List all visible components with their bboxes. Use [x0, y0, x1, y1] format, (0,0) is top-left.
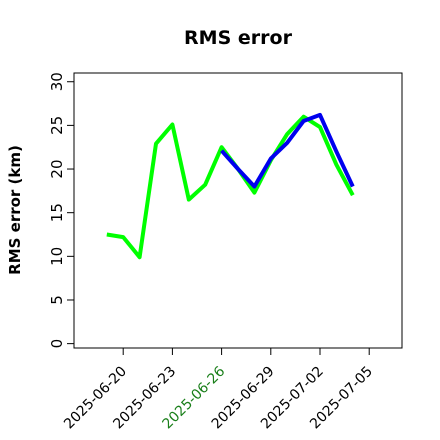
y-tick-label: 5 — [48, 295, 66, 305]
y-axis-label: RMS error (km) — [6, 145, 24, 275]
series-line-1 — [106, 114, 355, 260]
series-layer — [106, 112, 355, 260]
y-tick-label: 30 — [48, 72, 66, 91]
y-axis: 0 5 10 15 20 25 30 — [48, 72, 75, 349]
y-tick-label: 15 — [48, 203, 66, 222]
x-axis: 2025-06-202025-06-232025-06-262025-06-29… — [61, 347, 376, 432]
y-tick-label: 20 — [48, 159, 66, 178]
series-line-2 — [220, 112, 355, 189]
y-tick-label: 0 — [48, 339, 66, 349]
y-tick-label: 10 — [48, 247, 66, 266]
plot-frame — [73, 72, 403, 349]
chart-title: RMS error — [184, 27, 293, 49]
y-tick-label: 25 — [48, 116, 66, 135]
